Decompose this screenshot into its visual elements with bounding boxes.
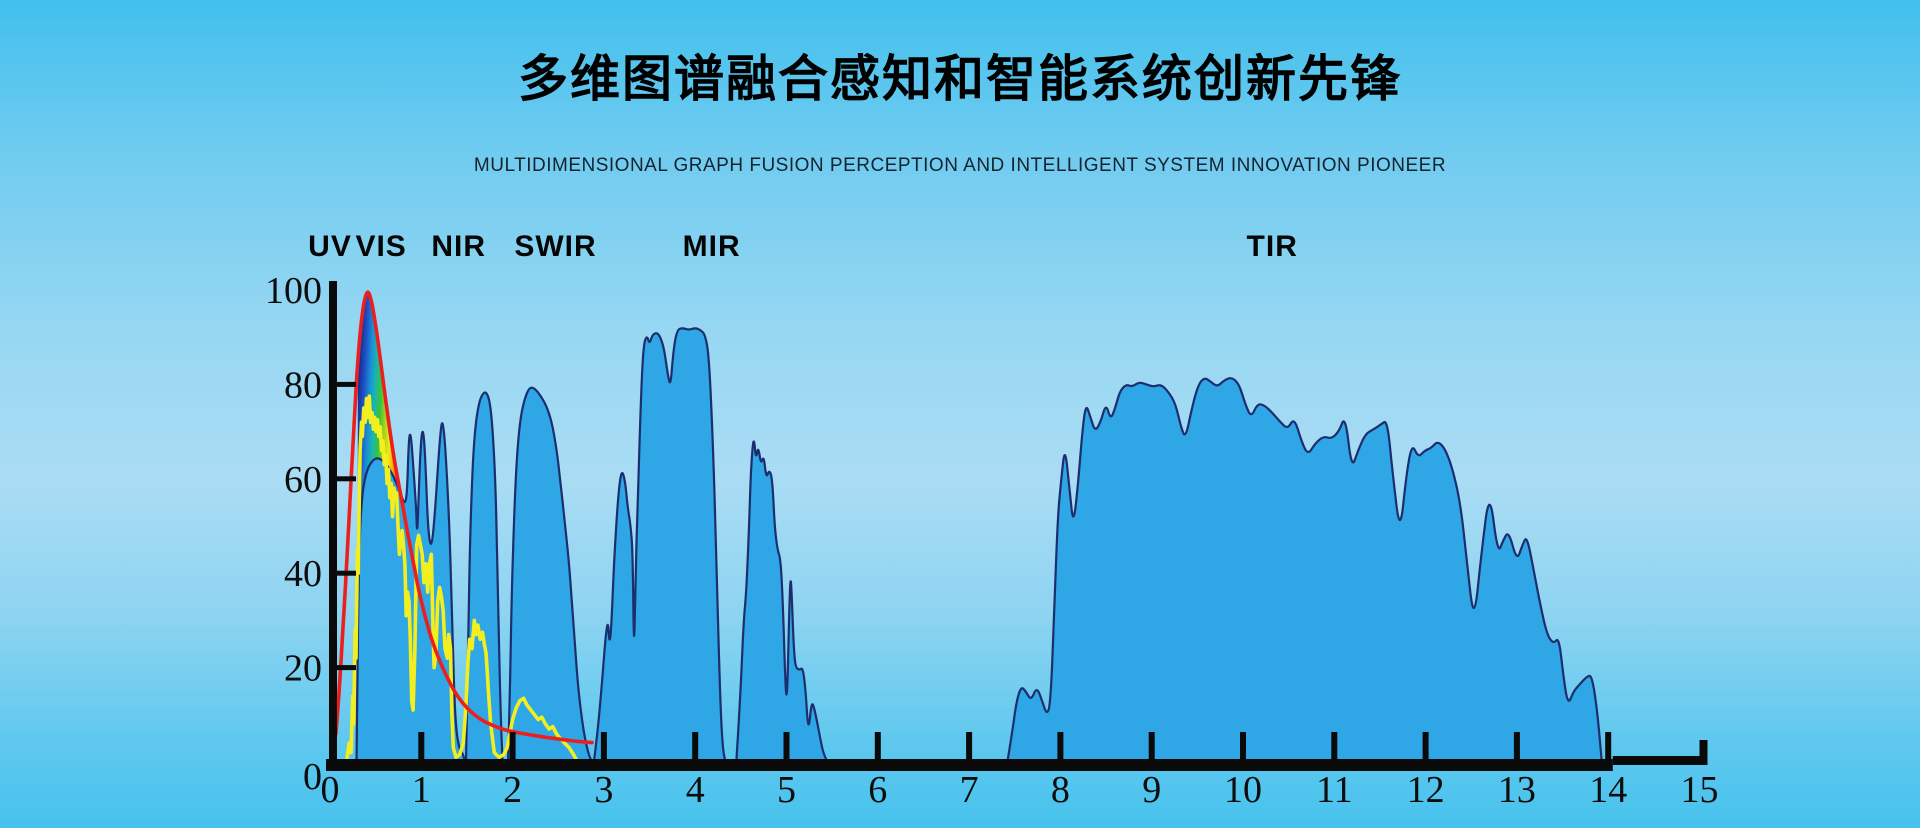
x-tick-2 — [509, 732, 516, 759]
x-tick-11 — [1331, 732, 1338, 759]
x-tick-label-6: 6 — [868, 769, 887, 811]
solar-spectrum-line — [344, 394, 580, 764]
y-tick-label-80: 80 — [284, 364, 322, 406]
x-axis-line-raised-end — [1612, 756, 1708, 765]
y-tick-60 — [337, 476, 356, 482]
band-label-swir: SWIR — [514, 230, 596, 263]
y-tick-label-0: 0 — [303, 756, 322, 798]
y-tick-label-40: 40 — [284, 553, 322, 595]
x-tick-8 — [1057, 732, 1064, 759]
x-tick-label-5: 5 — [777, 769, 796, 811]
x-tick-3 — [600, 732, 607, 759]
x-tick-label-2: 2 — [503, 769, 522, 811]
transmission-window-area-6 — [1006, 377, 1603, 764]
x-tick-12 — [1422, 732, 1429, 759]
x-axis-end-cap — [1699, 740, 1708, 765]
x-tick-10 — [1240, 732, 1246, 759]
y-axis-line — [329, 281, 337, 771]
band-label-uv: UV — [308, 230, 352, 263]
x-tick-14 — [1605, 732, 1612, 759]
x-tick-label-1: 1 — [412, 769, 431, 811]
x-tick-label-13: 13 — [1498, 769, 1536, 811]
x-tick-label-0: 0 — [321, 769, 340, 811]
x-tick-13 — [1513, 732, 1520, 759]
y-tick-label-100: 100 — [265, 270, 322, 312]
x-tick-label-15: 15 — [1681, 769, 1719, 811]
x-tick-label-11: 11 — [1316, 769, 1353, 811]
band-label-mir: MIR — [683, 230, 741, 263]
x-tick-label-3: 3 — [594, 769, 613, 811]
x-tick-4 — [692, 732, 699, 759]
x-tick-label-8: 8 — [1051, 769, 1070, 811]
visible-spectrum-rainbow — [357, 291, 401, 647]
x-tick-label-10: 10 — [1224, 769, 1262, 811]
y-tick-20 — [337, 665, 356, 671]
y-tick-40 — [337, 570, 356, 576]
y-tick-label-20: 20 — [284, 648, 322, 690]
x-tick-label-7: 7 — [960, 769, 979, 811]
x-tick-label-12: 12 — [1407, 769, 1445, 811]
transmission-window-area-2 — [464, 391, 504, 764]
band-label-nir: NIR — [431, 230, 486, 263]
band-label-tir: TIR — [1247, 230, 1298, 263]
transmission-window-area-5 — [735, 440, 829, 764]
x-tick-label-9: 9 — [1142, 769, 1161, 811]
band-label-vis: VIS — [355, 230, 406, 263]
x-tick-7 — [966, 732, 973, 759]
transmission-window-area-4 — [592, 327, 727, 764]
x-tick-label-14: 14 — [1589, 769, 1627, 811]
y-tick-80 — [337, 381, 356, 387]
x-tick-label-4: 4 — [686, 769, 705, 811]
y-tick-label-60: 60 — [284, 459, 322, 501]
x-tick-6 — [874, 732, 881, 759]
transmission-window-area-3 — [506, 386, 594, 764]
blackbody-envelope-line — [334, 290, 594, 745]
x-tick-5 — [783, 732, 790, 759]
x-tick-9 — [1148, 732, 1155, 759]
x-tick-1 — [418, 732, 425, 759]
page-title: 多维图谱融合感知和智能系统创新先锋 — [518, 51, 1402, 107]
x-axis-line — [326, 759, 1613, 771]
page-subtitle: MULTIDIMENSIONAL GRAPH FUSION PERCEPTION… — [473, 155, 1447, 176]
transmission-window-area-1 — [355, 422, 467, 764]
